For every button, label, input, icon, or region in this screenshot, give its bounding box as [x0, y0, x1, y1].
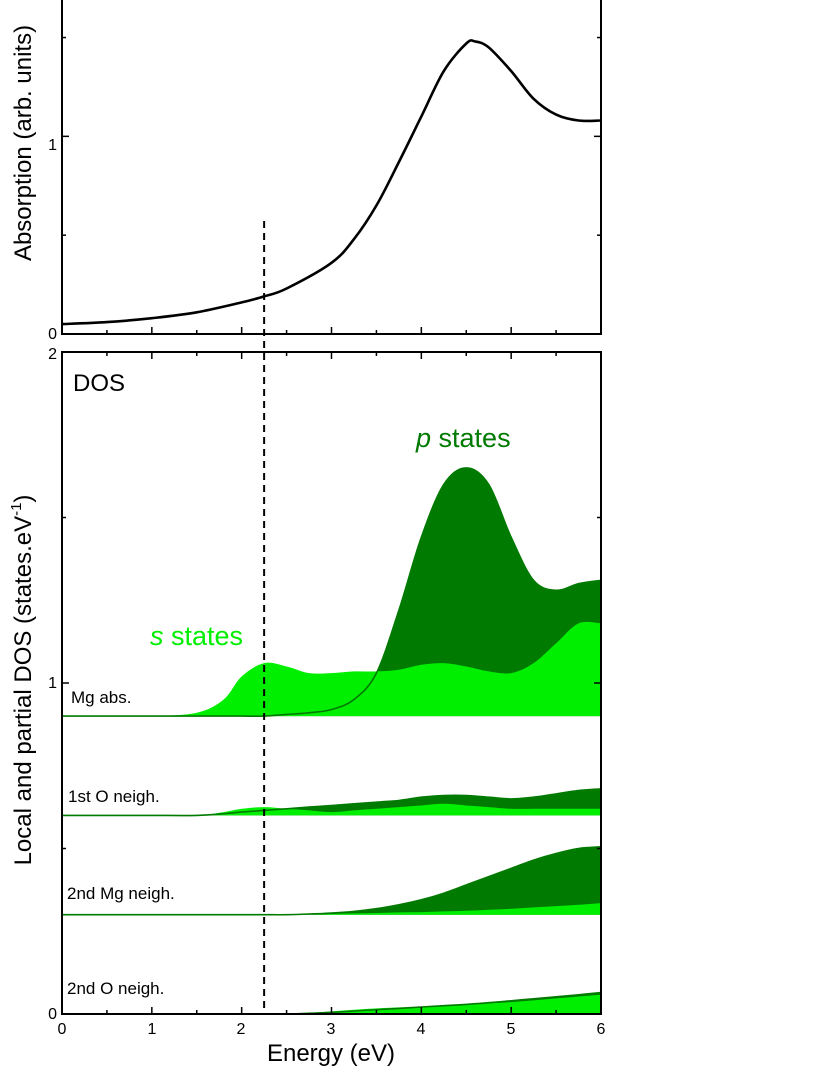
absorption-y-tick-label: 0 [48, 326, 57, 343]
p-states-outline [61, 846, 602, 916]
p-states-label: p states [415, 423, 511, 453]
dos-y-tick-label: 2 [48, 346, 57, 363]
dos-y-axis-title-main: Local and partial DOS (states.eV [10, 516, 37, 866]
dos-y-tick-label: 0 [48, 1006, 57, 1023]
x-axis-title: Energy (eV) [267, 1040, 395, 1067]
absorption-curve-layer [61, 39, 602, 326]
p-states-label-italic: p [415, 423, 431, 453]
s-states-area [62, 621, 601, 717]
dos-y-axis-title-superscript: -1 [8, 503, 25, 516]
dos-y-axis-title: Local and partial DOS (states.eV-1) [8, 495, 37, 866]
s-states-label-text: states [164, 621, 244, 651]
p-states-outline [61, 788, 602, 817]
p-states-label-text: states [431, 423, 511, 453]
s-states-label-italic: s [150, 621, 164, 651]
curve-label-2nd-mg: 2nd Mg neigh. [67, 884, 175, 903]
s-states-area [62, 994, 601, 1015]
p-states-area [62, 467, 601, 717]
dos-y-axis-title-close: ) [10, 495, 37, 503]
absorption-ticks [61, 36, 602, 335]
absorption-plot-frame [61, 0, 602, 335]
x-tick-label: 5 [507, 1021, 516, 1038]
s-states-area [62, 803, 601, 816]
x-tick-label: 6 [597, 1021, 606, 1038]
dos-ticks [61, 351, 602, 1015]
curve-label-mg-abs: Mg abs. [71, 688, 131, 707]
curve-label-2nd-o: 2nd O neigh. [67, 979, 164, 998]
dos-y-tick-label: 1 [48, 675, 57, 692]
absorption-curve [61, 39, 602, 326]
s-states-label: s states [150, 621, 243, 651]
absorption-y-axis-title: Absorption (arb. units) [10, 25, 37, 261]
dos-panel-label: DOS [73, 370, 125, 397]
absorption-panel: 1 0 Absorption (arb. units) [10, 0, 602, 343]
x-tick-label: 4 [417, 1021, 426, 1038]
absorption-y-tick-label: 1 [48, 137, 57, 154]
dos-panel: 0 1 2 0 1 2 3 4 5 6 Energy (eV) Local an… [8, 346, 606, 1067]
dos-area-layer [61, 467, 602, 1015]
p-states-area [62, 846, 601, 915]
p-states-outline [62, 467, 602, 718]
x-tick-label: 3 [327, 1021, 336, 1038]
x-tick-label: 2 [237, 1021, 246, 1038]
s-states-area [62, 903, 601, 915]
x-tick-label: 1 [148, 1021, 157, 1038]
curve-label-1st-o: 1st O neigh. [68, 787, 160, 806]
x-tick-label: 0 [58, 1021, 67, 1038]
